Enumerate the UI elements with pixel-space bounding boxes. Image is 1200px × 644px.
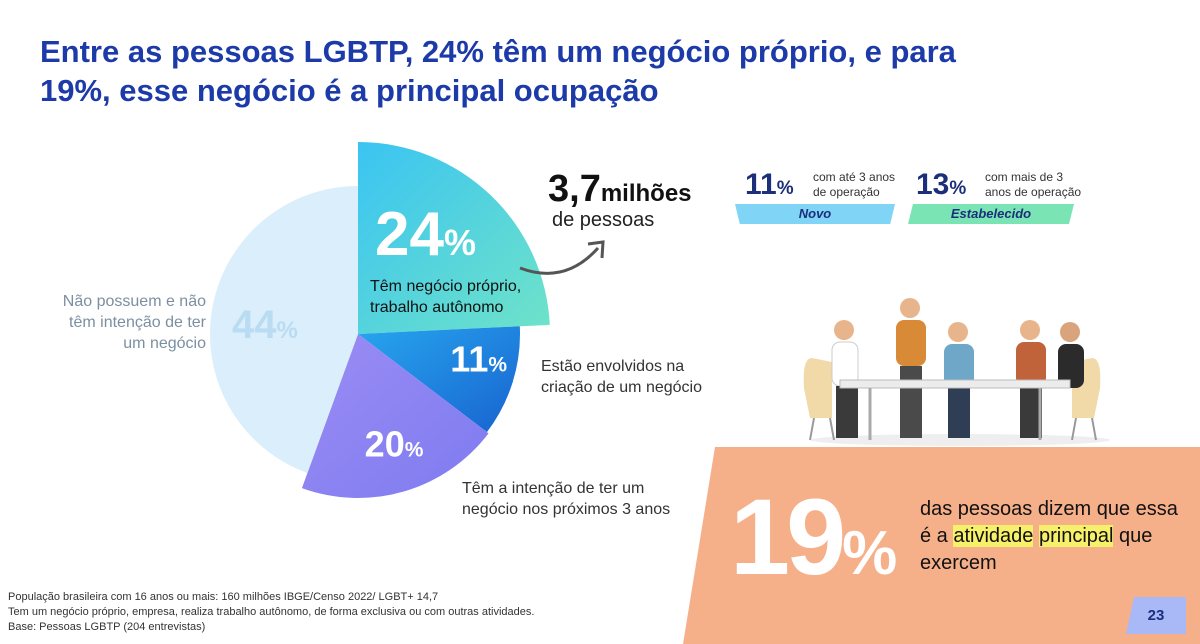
footnote-line-2: Tem um negócio próprio, empresa, realiza… [8, 606, 535, 618]
page-number: 23 [1126, 597, 1186, 634]
pie-slice-creating-business [358, 326, 520, 433]
pie-slice-intend-business [301, 334, 489, 499]
label-intend-business: Têm a intenção de ter um negócio nos pró… [462, 480, 671, 518]
label-own-business: Têm negócio próprio, trabalho autônomo [370, 278, 522, 316]
established-business-badge: Estabelecido [908, 204, 1074, 224]
label-no-business: Não possuem e não têm intenção de ter um… [62, 293, 206, 352]
main-occupation-stat: 19% [730, 476, 898, 597]
pie-slice-no-business [210, 186, 358, 474]
title-line-2: 19%, esse negócio é a principal ocupação [40, 73, 659, 108]
new-business-badge: Novo [735, 204, 895, 224]
meeting-illustration [803, 298, 1110, 446]
arrow-head-icon [587, 240, 605, 259]
label-creating-business: Estão envolvidos na criação de um negóci… [541, 358, 702, 396]
pie-slice-own-business [358, 142, 550, 334]
highlight-box [683, 447, 1200, 644]
pie-slice-own-business-pct: 24% [375, 200, 476, 269]
main-occupation-text: das pessoas dizem que essa é a atividade… [920, 498, 1178, 574]
new-business-desc: com até 3 anos de operação [813, 170, 896, 199]
population-count: 3,7milhões [548, 168, 692, 210]
footnote-line-1: População brasileira com 16 anos ou mais… [8, 591, 439, 603]
pie-slice-no-business-pct: 44% [232, 303, 298, 347]
established-business-desc: com mais de 3 anos de operação [985, 170, 1082, 199]
footnote-line-3: Base: Pessoas LGBTP (204 entrevistas) [8, 621, 206, 633]
pie-slice-creating-business-pct: 11% [450, 339, 507, 380]
arrow-connector [519, 247, 600, 275]
new-business-stat: 11% [745, 168, 794, 201]
pie-slice-intend-business-pct: 20% [365, 424, 424, 465]
population-count-subtitle: de pessoas [552, 209, 655, 231]
established-business-stat: 13% [916, 168, 967, 201]
title-line-1: Entre as pessoas LGBTP, 24% têm um negóc… [40, 34, 956, 69]
page-title: Entre as pessoas LGBTP, 24% têm um negóc… [40, 32, 960, 110]
footnotes: População brasileira com 16 anos ou mais… [8, 590, 534, 635]
